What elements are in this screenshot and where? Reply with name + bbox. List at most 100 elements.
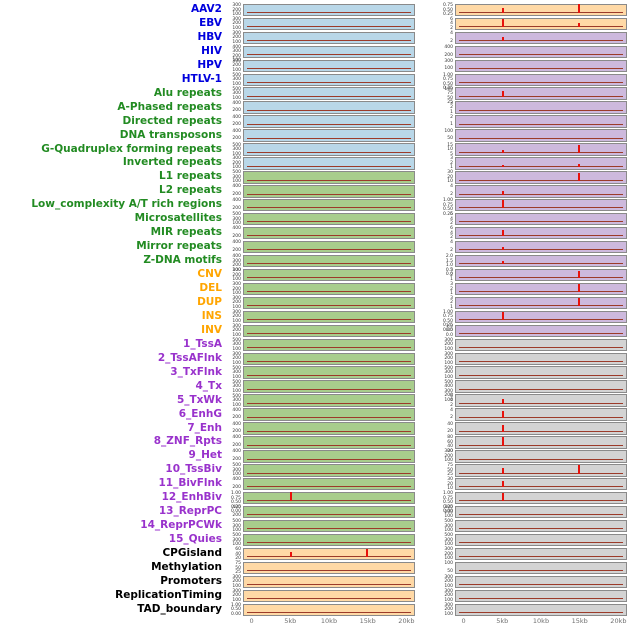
left-track-panel: [243, 478, 415, 491]
right-yaxis-ticks: 500 300 100: [436, 366, 453, 379]
left-yaxis-ticks: 400 200: [224, 450, 241, 462]
baseline-trace: [247, 263, 411, 265]
left-yaxis-ticks: 500 300 100: [224, 380, 241, 394]
yaxis-tick-label: 300: [232, 398, 241, 404]
track-row: 2_TssAFlnk 300 200 100 300 200 100: [0, 352, 630, 366]
yaxis-tick-label: 300: [232, 295, 241, 301]
left-yaxis-ticks: 400 200: [224, 421, 241, 435]
yaxis-tick-label: 100: [232, 304, 241, 310]
left-track-panel: [243, 422, 415, 435]
yaxis-tick-label: 100: [232, 332, 241, 338]
track-label: CPGisland: [162, 547, 222, 560]
right-track-panel: [455, 464, 627, 477]
left-track-panel: [243, 575, 415, 589]
yaxis-tick-label: 300: [444, 574, 453, 580]
yaxis-tick-label: 100: [232, 346, 241, 352]
yaxis-tick-label: 300: [232, 323, 241, 329]
baseline-trace: [247, 95, 411, 97]
track-label: 4_Tx: [195, 379, 223, 392]
left-yaxis-ticks: 400 200: [224, 241, 241, 253]
yaxis-tick-label: 0.25: [442, 323, 453, 329]
yaxis-tick-label: 200: [232, 579, 241, 585]
yaxis-tick-label: 0.5: [445, 328, 453, 334]
baseline-trace: [247, 430, 411, 432]
yaxis-tick-label: 500: [444, 533, 453, 539]
track-label: HPV: [197, 58, 222, 71]
yaxis-tick-label: 1.0: [445, 263, 453, 269]
yaxis-tick-label: 300: [232, 30, 241, 36]
yaxis-tick-label: 0.00: [442, 509, 453, 515]
track-row: 13_ReprPC 400 200 300 200 100: [0, 505, 630, 519]
track-label: TAD_boundary: [137, 602, 222, 615]
track-label: 15_Quies: [168, 533, 222, 546]
baseline-trace: [247, 486, 411, 488]
left-track-panel: [243, 199, 415, 212]
right-xaxis: 0 5kb 10kb 15kb 20kb: [455, 617, 627, 628]
right-track-panel: [455, 575, 627, 589]
left-yaxis-ticks: 400 200: [224, 101, 241, 114]
yaxis-tick-label: 15: [447, 142, 453, 148]
track-row: G-Quadruplex forming repeats 500 300 100 15 1…: [0, 143, 630, 157]
yaxis-tick-label: 40: [447, 444, 453, 450]
left-yaxis-ticks: 300 200 100: [224, 269, 241, 282]
yaxis-tick-label: 300: [232, 156, 241, 162]
yaxis-tick-label: 300: [232, 523, 241, 529]
track-label: 1_TssA: [183, 337, 222, 350]
track-label: Promoters: [160, 574, 222, 587]
yaxis-tick-label: 1.00: [442, 72, 453, 78]
baseline-trace: [247, 458, 411, 460]
yaxis-tick-label: 2: [450, 114, 453, 120]
right-yaxis-ticks: 15 10 5: [436, 142, 453, 156]
yaxis-tick-label: 0.25: [442, 12, 453, 17]
track-label: L1 repeats: [159, 170, 222, 183]
yaxis-tick-label: 100: [232, 25, 241, 31]
yaxis-tick-label: 200: [232, 429, 241, 435]
yaxis-tick-label: 2: [450, 221, 453, 227]
yaxis-tick-label: 300: [232, 216, 241, 222]
baseline-trace: [247, 402, 411, 404]
yaxis-tick-label: 200: [444, 551, 453, 557]
left-track-panel: [243, 129, 415, 142]
yaxis-tick-label: 100: [232, 267, 241, 273]
right-track-panel: [455, 213, 627, 226]
yaxis-tick-label: 100: [232, 388, 241, 394]
yaxis-tick-label: 50: [447, 568, 453, 574]
yaxis-tick-label: 200: [232, 205, 241, 211]
yaxis-tick-label: 3: [450, 282, 453, 287]
baseline-trace: [247, 123, 411, 125]
left-yaxis-ticks: 300 200 100: [224, 589, 241, 602]
baseline-trace: [459, 123, 623, 125]
yaxis-tick-label: 200: [444, 356, 453, 362]
yaxis-tick-label: 100: [444, 583, 453, 589]
yaxis-tick-label: 200: [232, 457, 241, 463]
left-yaxis-ticks: 500 300 100: [224, 73, 241, 86]
baseline-trace: [459, 486, 623, 488]
baseline-trace: [459, 26, 623, 28]
peak-spike: [578, 284, 581, 293]
yaxis-tick-label: 300: [232, 174, 241, 180]
track-row: A-Phased repeats 400 200 3 2 1: [0, 101, 630, 115]
xaxis-tick-label: 20kb: [398, 617, 415, 625]
yaxis-tick-label: 200: [232, 7, 241, 13]
yaxis-tick-label: 2: [450, 160, 453, 166]
right-yaxis-ticks: 300 200 100: [436, 574, 453, 589]
yaxis-tick-label: 1: [450, 304, 453, 310]
yaxis-tick-label: 200: [232, 484, 241, 490]
track-row: L1 repeats 500 300 100 30 20 10: [0, 170, 630, 184]
yaxis-tick-label: 100: [232, 58, 241, 64]
track-label: INS: [201, 309, 222, 322]
track-label: DNA transposons: [119, 128, 222, 141]
baseline-trace: [247, 67, 411, 69]
right-yaxis-ticks: 500 400 300 200 100: [436, 380, 453, 402]
yaxis-tick-label: 0.00: [442, 327, 453, 333]
yaxis-tick-label: 500: [232, 533, 241, 539]
yaxis-tick-label: 400: [232, 254, 241, 260]
yaxis-tick-label: 400: [232, 421, 241, 427]
peak-spike: [578, 298, 581, 307]
track-row: Mirror repeats 400 200 4 2: [0, 240, 630, 254]
yaxis-tick-label: 20: [447, 174, 453, 180]
right-track-panel: [455, 366, 627, 379]
left-yaxis-ticks: 400 200: [224, 408, 241, 421]
